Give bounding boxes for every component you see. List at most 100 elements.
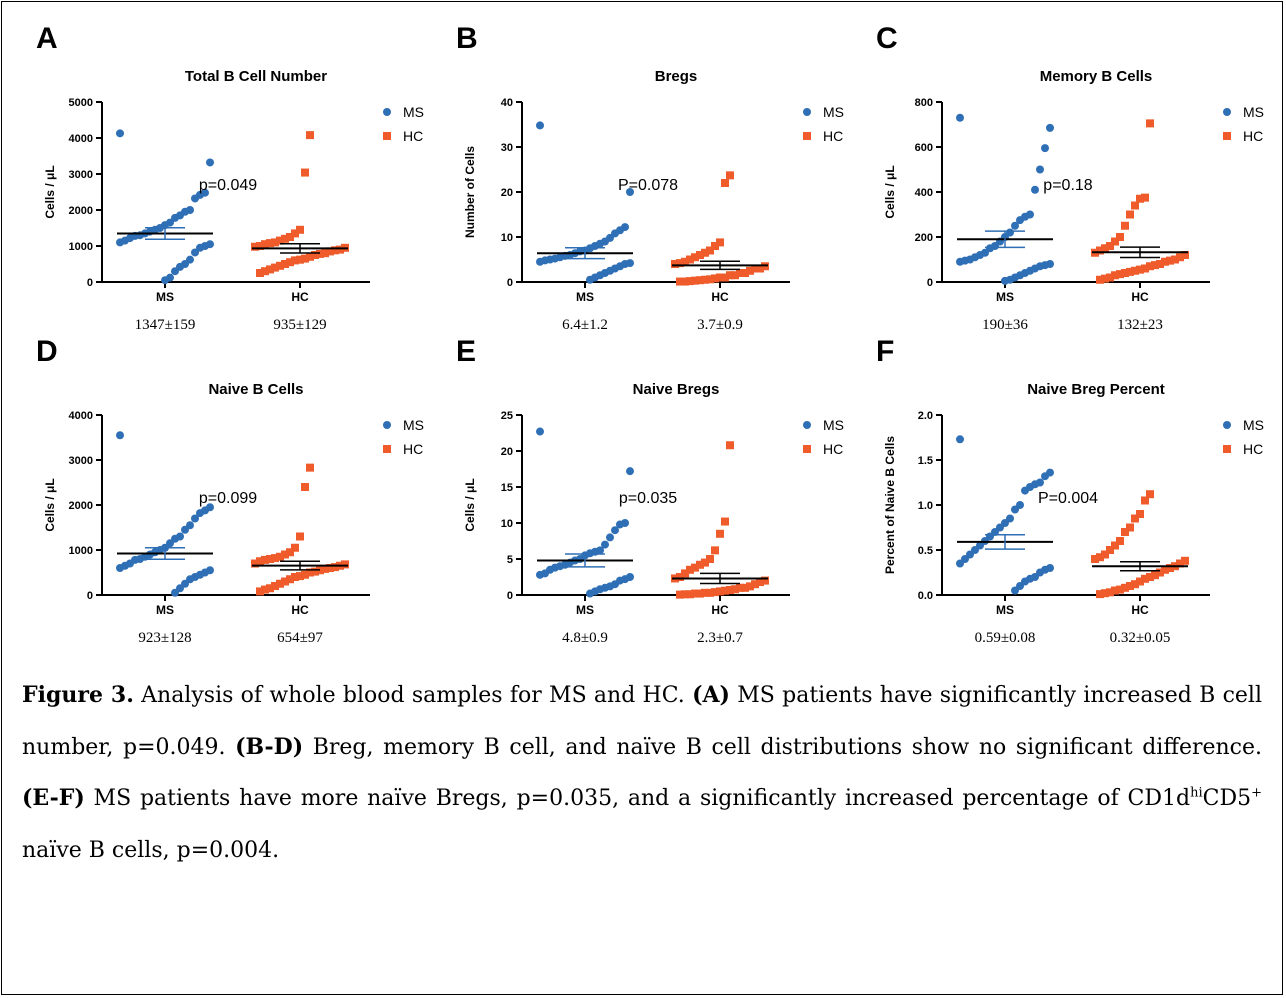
data-point-hc: [1121, 221, 1129, 230]
data-point-hc: [1111, 271, 1119, 280]
legend-marker-ms: [1223, 421, 1231, 429]
data-point-ms: [956, 435, 964, 444]
data-point-hc: [1116, 537, 1124, 545]
data-point-hc: [741, 583, 749, 592]
p-value: P=0.004: [1038, 490, 1098, 507]
x-tick-label: MS: [156, 290, 174, 304]
data-point-hc: [756, 578, 764, 587]
chart-panel-a: A Total B Cell Number Cells / μL 0 1000 2000 3…: [30, 22, 430, 333]
data-point-ms: [586, 589, 594, 598]
data-point-ms: [616, 520, 624, 529]
data-point-ms: [956, 113, 964, 122]
data-point-hc: [271, 263, 279, 272]
legend-marker-ms: [383, 108, 391, 116]
chart-title: Bregs: [655, 68, 698, 85]
data-point-hc: [1126, 582, 1134, 590]
data-point-hc: [1146, 262, 1154, 271]
legend-label-hc: HC: [1243, 128, 1263, 144]
x-tick-label: HC: [1131, 290, 1149, 304]
data-point-hc: [1096, 553, 1104, 562]
y-tick-label: 10: [501, 518, 513, 530]
data-point-hc: [726, 585, 734, 594]
data-point-hc: [276, 552, 284, 561]
data-point-hc: [336, 245, 344, 254]
data-point-ms: [171, 588, 179, 597]
data-point-hc: [306, 252, 314, 261]
data-point-ms: [116, 129, 124, 138]
data-point-hc: [266, 265, 274, 274]
data-point-hc: [296, 572, 304, 581]
data-point-hc: [701, 558, 709, 567]
x-tick-label: MS: [996, 290, 1014, 304]
y-tick-label: 0: [87, 590, 93, 602]
data-point-hc: [676, 573, 684, 581]
data-point-hc: [1176, 253, 1184, 262]
data-point-ms: [1031, 185, 1039, 194]
data-point-hc: [686, 590, 694, 599]
data-point-hc: [301, 254, 309, 263]
data-point-hc: [731, 585, 739, 594]
data-point-hc: [256, 242, 264, 250]
legend-marker-hc: [1223, 132, 1231, 140]
data-point-ms: [586, 275, 594, 284]
data-point-hc: [286, 548, 294, 557]
data-point-ms: [536, 570, 544, 579]
data-point-hc: [1121, 269, 1129, 277]
group-summary: 654±97: [277, 630, 323, 646]
data-point-hc: [756, 264, 764, 273]
chart-title: Naive Breg Percent: [1027, 381, 1165, 398]
data-point-hc: [686, 277, 694, 286]
data-point-hc: [691, 253, 699, 262]
data-point-ms: [196, 243, 204, 252]
data-point-hc: [296, 532, 304, 541]
data-point-hc: [1116, 270, 1124, 279]
data-point-hc: [696, 251, 704, 259]
group-summary: 923±128: [138, 630, 191, 646]
y-tick-label: 3000: [69, 455, 93, 467]
caption-text-1: Analysis of whole blood samples for MS a…: [133, 683, 693, 708]
data-point-hc: [301, 483, 309, 491]
data-point-hc: [316, 249, 324, 258]
data-point-hc: [276, 236, 284, 245]
data-point-ms: [1011, 586, 1019, 595]
panel-letter: B: [456, 22, 478, 55]
data-point-hc: [1131, 514, 1139, 523]
data-point-hc: [696, 589, 704, 598]
y-tick-label: 600: [915, 142, 933, 154]
data-point-hc: [1151, 261, 1159, 270]
chart-panel-c: C Memory B Cells Cells / μL 0 200 400 600 800 MS…: [870, 22, 1270, 333]
chart-svg-a: A Total B Cell Number Cells / μL 0 1000 2000 3…: [36, 22, 424, 333]
data-point-ms: [116, 431, 124, 440]
panel-letter: F: [876, 335, 894, 368]
y-tick-label: 4000: [69, 133, 93, 145]
data-point-hc: [281, 577, 289, 586]
chart-panel-d: D Naive B Cells Cells / μL 0 1000 2000 3000 400…: [30, 335, 430, 646]
y-tick-label: 0: [507, 590, 513, 602]
y-tick-label: 1.5: [918, 455, 933, 467]
data-point-hc: [326, 247, 334, 256]
data-point-hc: [321, 249, 329, 258]
y-axis-label: Percent of Naive B Cells: [883, 436, 897, 574]
caption-text-5: CD5: [1202, 786, 1252, 811]
data-point-hc: [716, 587, 724, 596]
y-tick-label: 1000: [69, 241, 93, 253]
x-tick-label: HC: [1131, 603, 1149, 617]
caption-text-3: Breg, memory B cell, and naïve B cell di…: [303, 734, 1263, 760]
group-summary: 1347±159: [135, 317, 196, 333]
data-point-hc: [306, 463, 314, 472]
data-point-hc: [1126, 523, 1134, 532]
data-point-hc: [1141, 193, 1149, 202]
data-point-hc: [1101, 589, 1109, 598]
chart-svg-c: C Memory B Cells Cells / μL 0 200 400 600 800 MS…: [876, 22, 1264, 333]
data-point-ms: [1011, 221, 1019, 230]
data-point-hc: [301, 570, 309, 579]
data-point-hc: [291, 229, 299, 238]
y-tick-label: 2000: [69, 500, 93, 512]
data-point-hc: [256, 587, 264, 596]
data-point-hc: [731, 271, 739, 280]
data-point-hc: [751, 264, 759, 273]
data-point-hc: [1141, 496, 1149, 505]
group-summary: 132±23: [1117, 317, 1163, 333]
data-point-hc: [701, 588, 709, 597]
